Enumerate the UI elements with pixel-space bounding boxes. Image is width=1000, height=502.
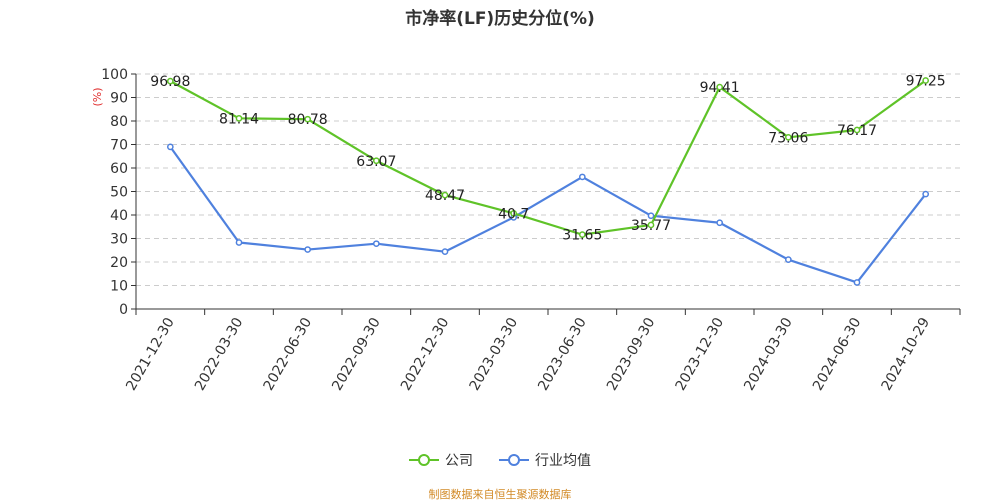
- data-point-company: [441, 191, 449, 199]
- data-point-company: [510, 210, 518, 217]
- data-label: 94.41: [700, 80, 740, 96]
- data-label: 80.78: [288, 112, 328, 128]
- y-axis-label: (%): [91, 87, 104, 106]
- legend-label-company: 公司: [445, 453, 473, 469]
- data-label: 76.17: [837, 123, 877, 139]
- x-tick-label: 2023-06-30: [535, 315, 590, 393]
- grid-lines: [136, 73, 960, 286]
- y-tick-label: 30: [110, 232, 128, 248]
- legend: 公司 行业均值: [0, 450, 1000, 470]
- y-tick-label: 50: [110, 185, 128, 201]
- data-label: 63.07: [356, 154, 396, 170]
- data-point-company: [166, 77, 174, 85]
- y-tick-label: 0: [119, 302, 128, 318]
- data-point-industry: [372, 240, 380, 248]
- data-point-company: [716, 83, 724, 91]
- data-label: 96.98: [150, 74, 190, 90]
- data-label: 81.14: [219, 111, 259, 127]
- data-label: 40.7: [498, 206, 529, 222]
- legend-item-company[interactable]: 公司: [409, 450, 473, 470]
- x-tick-label: 2023-09-30: [604, 315, 659, 393]
- series-line-industry: [169, 146, 927, 284]
- x-tick-label: 2023-03-30: [467, 315, 522, 393]
- data-point-company: [922, 77, 930, 84]
- series-group: [166, 77, 930, 286]
- x-tick-label: 2021-12-30: [123, 315, 178, 393]
- data-point-company: [647, 221, 655, 229]
- data-label: 48.47: [425, 188, 465, 204]
- legend-industry-icon: [499, 454, 529, 466]
- legend-item-industry[interactable]: 行业均值: [499, 450, 591, 470]
- data-point-industry: [304, 246, 312, 253]
- x-tick-label: 2022-12-30: [398, 315, 453, 393]
- data-point-industry: [235, 239, 243, 246]
- data-point-industry: [578, 173, 586, 181]
- data-point-industry: [784, 256, 792, 263]
- y-tick-label: 70: [110, 138, 128, 154]
- y-tick-label: 60: [110, 161, 128, 177]
- data-point-company: [853, 126, 861, 134]
- data-point-industry: [647, 212, 655, 220]
- data-point-company: [235, 114, 243, 122]
- x-tick-label: 2024-06-30: [810, 315, 865, 393]
- chart-title: 市净率(LF)历史分位(%): [405, 9, 595, 29]
- y-tick-label: 40: [110, 208, 128, 224]
- y-tick-label: 100: [101, 67, 128, 83]
- series-line-company: [169, 79, 927, 236]
- y-tick-label: 10: [110, 279, 128, 295]
- source-note: 制图数据来自恒生聚源数据库: [428, 488, 572, 501]
- x-tick-label: 2024-10-29: [879, 315, 934, 393]
- y-tick-label: 20: [110, 255, 128, 271]
- data-point-company: [578, 231, 586, 238]
- x-tick-label: 2024-03-30: [741, 315, 796, 393]
- data-label: 35.77: [631, 218, 671, 234]
- x-tick-label: 2022-06-30: [261, 315, 316, 393]
- data-point-company: [784, 133, 792, 141]
- legend-company-icon: [409, 454, 439, 466]
- y-tick-label: 80: [110, 114, 128, 130]
- data-labels: 96.98 81.14 80.78 63.07 48.47 40.7 31.65 35.77 9…: [150, 73, 945, 243]
- legend-label-industry: 行业均值: [535, 453, 591, 469]
- y-tick-label: 90: [110, 91, 128, 107]
- data-point-company: [304, 115, 312, 123]
- data-point-industry: [853, 279, 861, 286]
- data-point-industry: [922, 190, 930, 198]
- data-point-industry: [166, 143, 174, 151]
- data-point-company: [372, 157, 380, 165]
- x-tick-label: 2022-09-30: [329, 315, 384, 393]
- data-label: 73.06: [768, 130, 808, 146]
- data-point-industry: [441, 248, 449, 256]
- x-tick-label: 2022-03-30: [192, 315, 247, 393]
- data-point-industry: [716, 219, 724, 227]
- data-label: 97.25: [906, 73, 946, 89]
- x-tick-label: 2023-12-30: [673, 315, 728, 393]
- data-label: 31.65: [562, 228, 602, 244]
